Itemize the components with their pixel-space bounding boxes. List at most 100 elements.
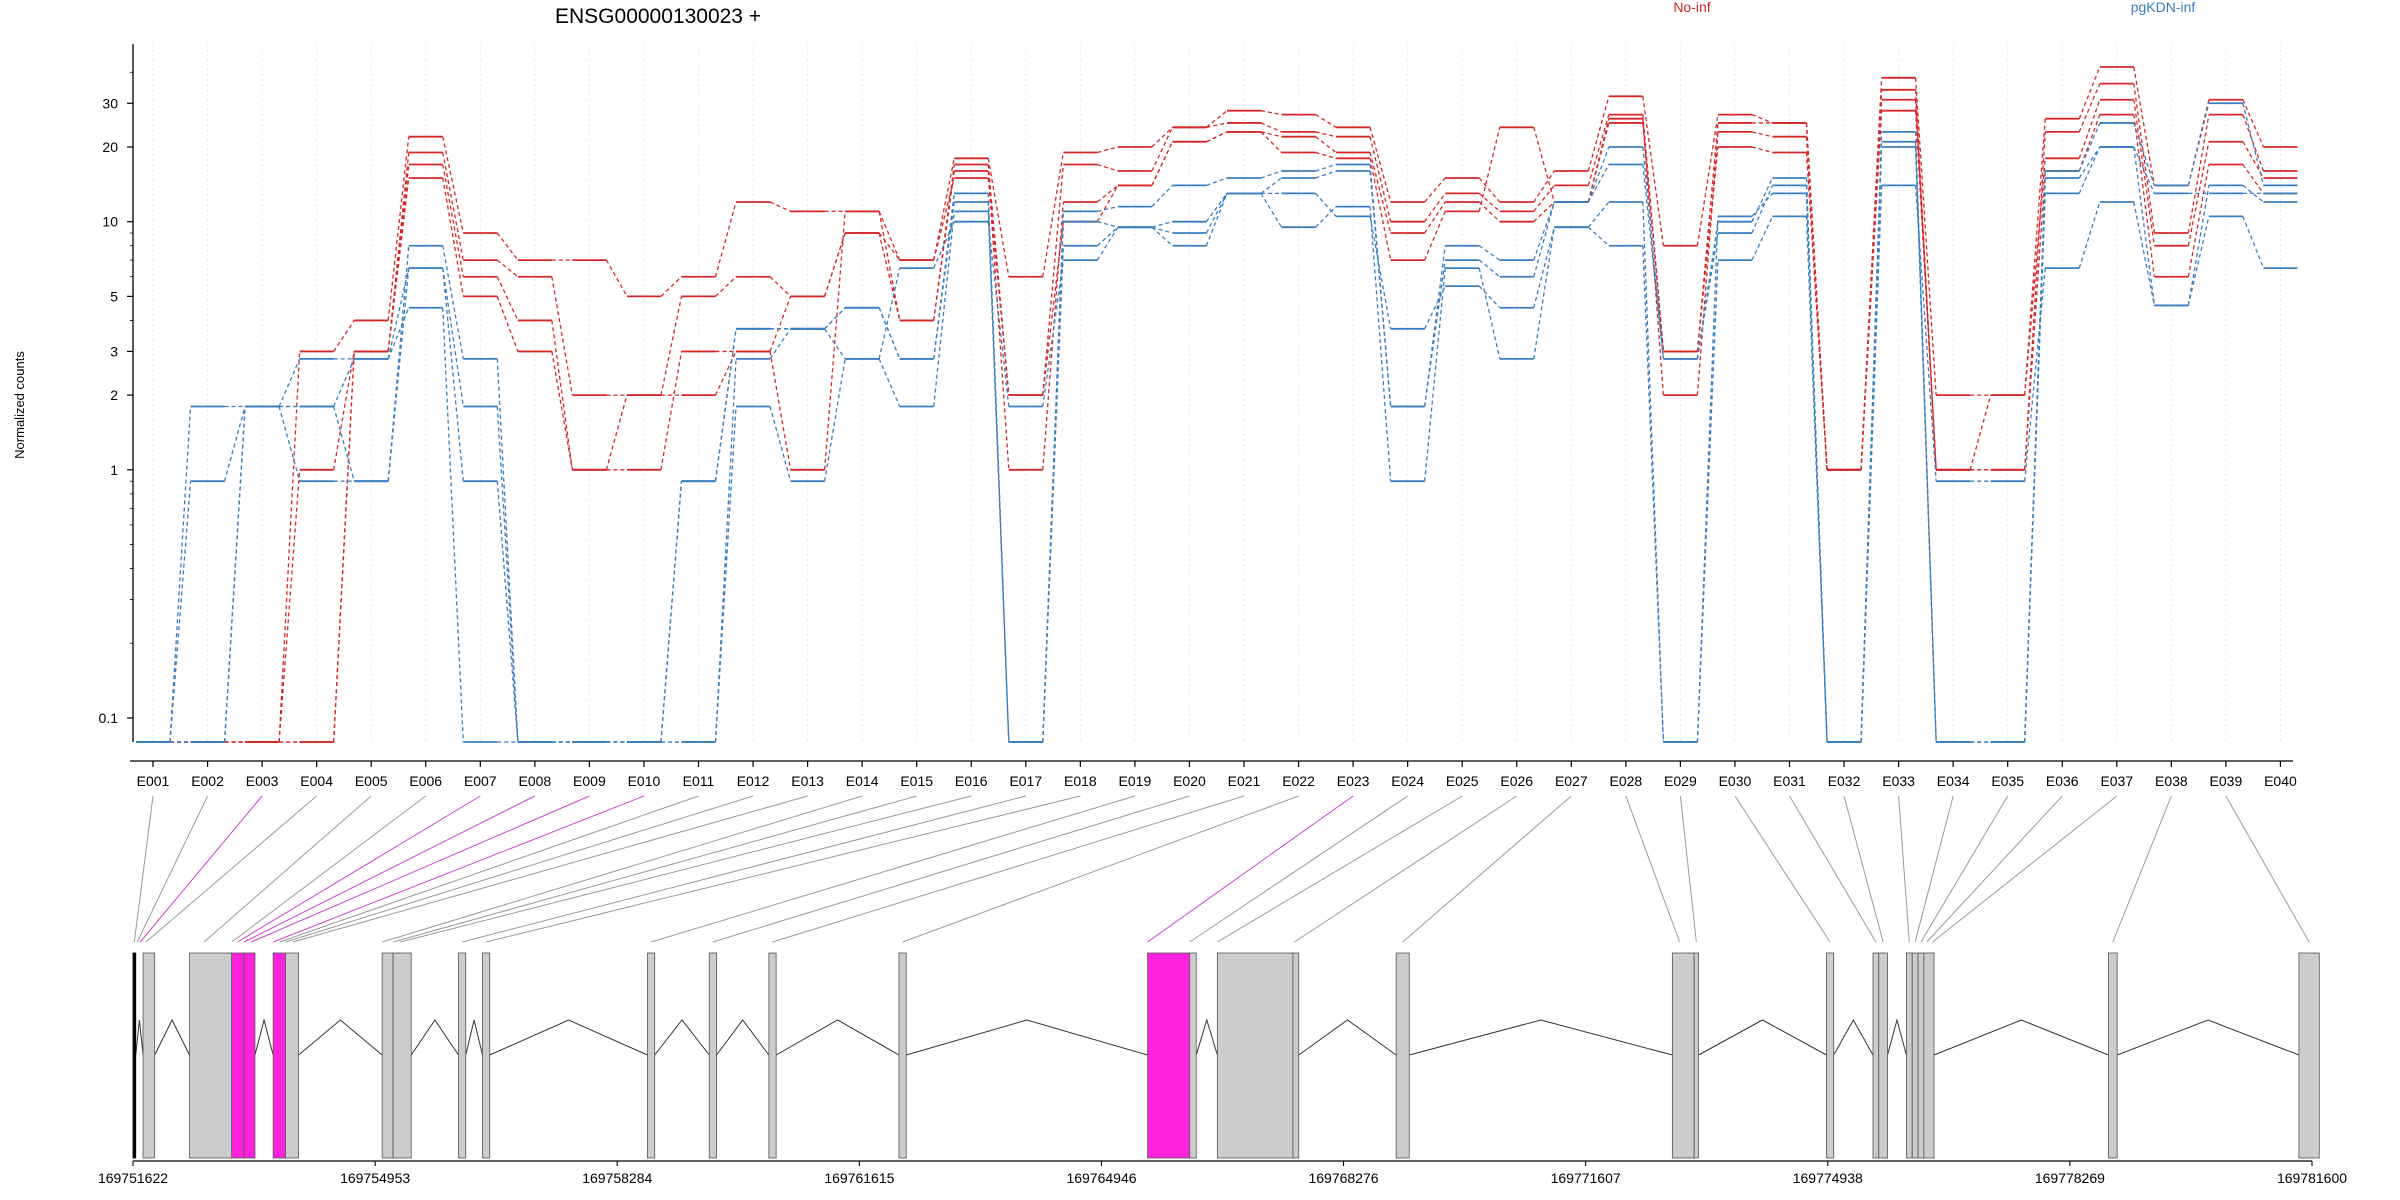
series-lines	[136, 66, 2298, 743]
series-connector	[1042, 245, 1064, 743]
exon-box	[458, 952, 467, 1159]
series-connector	[2242, 184, 2264, 203]
series-connector	[1696, 260, 1719, 743]
series-connector	[1478, 267, 1501, 359]
intron	[2117, 1019, 2300, 1056]
series-connector	[1151, 126, 1173, 148]
series-connector	[2133, 114, 2155, 277]
series-connector	[1042, 221, 1064, 396]
series-connector	[1315, 163, 1337, 172]
x-tick-label: E030	[1719, 773, 1752, 789]
series-connector	[1260, 170, 1282, 179]
series-connector	[933, 211, 955, 407]
exon-box	[647, 952, 656, 1159]
y-tick-label: 10	[102, 214, 118, 230]
series-connector	[878, 307, 901, 360]
series-connector	[1260, 177, 1282, 194]
series-connector	[1533, 170, 1555, 203]
series-connector	[1096, 185, 1119, 222]
x-tick-label: E012	[737, 773, 770, 789]
intron	[410, 1019, 459, 1056]
coord-label: 169768276	[1308, 1170, 1378, 1186]
intron	[654, 1019, 710, 1056]
series-connector	[878, 267, 901, 359]
series-connector	[2133, 146, 2155, 306]
x-tick-label: E036	[2046, 773, 2079, 789]
exon-link-line	[1679, 795, 1697, 943]
intron	[1409, 1019, 1673, 1056]
y-tick-label: 2	[110, 387, 118, 403]
series-connector	[1315, 192, 1337, 217]
x-tick-label: E038	[2155, 773, 2188, 789]
exon-link-line	[2112, 795, 2172, 943]
intron	[465, 1019, 483, 1056]
series-connector	[1206, 110, 1228, 128]
x-tick-label: E006	[409, 773, 442, 789]
series-connector	[1151, 127, 1174, 172]
x-tick-label: E009	[573, 773, 606, 789]
series-connector	[714, 358, 737, 743]
exon-link-line	[292, 795, 808, 943]
series-connector	[496, 259, 519, 278]
series-connector	[1478, 201, 1501, 223]
series-connector	[1478, 192, 1501, 212]
series-connector	[1696, 122, 1719, 352]
exon-link-line	[1920, 795, 2009, 943]
x-tick-label: E013	[791, 773, 824, 789]
x-tick-label: E029	[1664, 773, 1697, 789]
series-connector	[1914, 77, 1937, 396]
series-connector	[387, 177, 410, 352]
series-connector	[1751, 192, 1773, 217]
series-connector	[1696, 232, 1719, 359]
x-tick-label: E007	[464, 773, 497, 789]
coord-label: 169771607	[1551, 1170, 1621, 1186]
series-connector	[551, 351, 574, 470]
exon-link-line	[650, 795, 1136, 943]
series-connector	[1424, 260, 1446, 407]
series-connector	[1533, 201, 1555, 223]
series-connector	[1642, 146, 1665, 359]
exon-box	[1189, 952, 1197, 1159]
coord-label: 169754953	[340, 1170, 410, 1186]
exon-box	[189, 952, 233, 1159]
exon-box	[243, 952, 256, 1159]
series-connector	[1315, 206, 1337, 228]
series-connector	[1097, 205, 1119, 213]
x-tick-label: E019	[1119, 773, 1152, 789]
series-connector	[387, 267, 410, 359]
exon-box	[1906, 952, 1913, 1159]
exon-box	[285, 952, 299, 1159]
series-connector	[442, 307, 464, 743]
series-connector	[1424, 285, 1446, 330]
series-connector	[2133, 146, 2155, 194]
exon-link-line	[1217, 795, 1463, 943]
series-connector	[1151, 141, 1174, 186]
series-connector	[2242, 103, 2265, 186]
series-connector	[769, 328, 792, 360]
series-connector	[1151, 226, 1173, 234]
series-connector	[551, 320, 574, 470]
exon-link-line	[1625, 795, 1681, 943]
exon-box	[1147, 952, 1191, 1159]
exon-link-line	[485, 795, 1081, 943]
intron	[1698, 1019, 1827, 1056]
series-connector	[333, 358, 355, 407]
exon-box	[482, 952, 491, 1159]
series-connector	[2133, 201, 2155, 306]
series-connector	[1533, 201, 1555, 277]
series-connector	[1369, 136, 1392, 222]
series-No-inf-0	[136, 66, 2298, 743]
series-connector	[1206, 131, 1228, 143]
series-connector	[824, 307, 846, 330]
exon-link-line	[1898, 795, 1910, 943]
series-connector	[1260, 131, 1283, 153]
series-connector	[987, 158, 1010, 277]
x-tick-label: E037	[2100, 773, 2133, 789]
intron	[1933, 1019, 2109, 1056]
exon-link-line	[243, 795, 536, 943]
series-connector	[605, 394, 628, 470]
exon-box	[1917, 952, 1925, 1159]
exon-link-line	[279, 795, 699, 943]
series-connector	[987, 201, 1010, 743]
